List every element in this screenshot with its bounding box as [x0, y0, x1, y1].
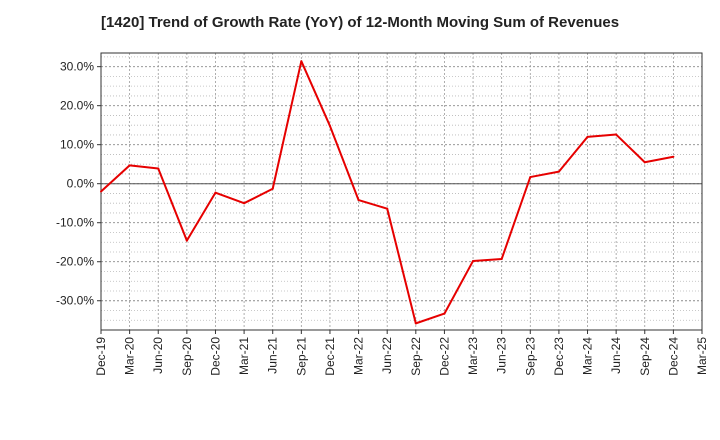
x-tick-label: Dec-21	[323, 337, 337, 376]
x-tick-label: Dec-24	[666, 337, 680, 376]
data-point	[615, 133, 618, 136]
x-tick-label: Mar-22	[352, 337, 366, 375]
data-point	[157, 167, 160, 170]
x-tick-label: Sep-23	[523, 337, 537, 376]
data-point	[357, 199, 360, 202]
data-point	[557, 170, 560, 173]
data-point	[529, 176, 532, 179]
x-tick-label: Jun-23	[495, 337, 509, 374]
y-tick-label: 30.0%	[60, 60, 94, 74]
data-point	[300, 60, 303, 63]
x-tick-label: Jun-21	[266, 337, 280, 374]
data-point	[472, 259, 475, 262]
x-tick-label: Sep-21	[294, 337, 308, 376]
y-tick-label: 20.0%	[60, 99, 94, 113]
data-point	[128, 164, 131, 167]
x-tick-label: Mar-23	[466, 337, 480, 375]
x-tick-label: Jun-24	[609, 337, 623, 374]
y-tick-label: -10.0%	[56, 216, 94, 230]
data-point	[414, 322, 417, 325]
data-point	[386, 207, 389, 210]
x-tick-label: Mar-24	[581, 337, 595, 375]
data-point	[243, 202, 246, 205]
x-tick-label: Dec-19	[94, 337, 108, 376]
data-point	[672, 155, 675, 158]
plot-background	[101, 53, 702, 330]
x-tick-label: Mar-20	[123, 337, 137, 375]
data-point	[586, 135, 589, 138]
x-tick-label: Mar-25	[695, 337, 709, 375]
x-tick-label: Dec-20	[208, 337, 222, 376]
x-tick-label: Mar-21	[237, 337, 251, 375]
x-tick-label: Dec-22	[437, 337, 451, 376]
y-tick-label: 10.0%	[60, 138, 94, 152]
y-tick-label: -20.0%	[56, 255, 94, 269]
data-point	[214, 191, 217, 194]
data-point	[500, 257, 503, 260]
chart-title: [1420] Trend of Growth Rate (YoY) of 12-…	[100, 14, 620, 31]
data-point	[643, 161, 646, 164]
x-tick-label: Jun-20	[151, 337, 165, 374]
x-tick-label: Dec-23	[552, 337, 566, 376]
x-tick-label: Sep-24	[638, 337, 652, 376]
data-point	[185, 239, 188, 242]
data-point	[100, 190, 102, 193]
data-point	[328, 124, 331, 127]
data-point	[271, 187, 274, 190]
x-tick-label: Sep-20	[180, 337, 194, 376]
data-point	[443, 312, 446, 315]
y-tick-label: 0.0%	[67, 177, 95, 191]
x-tick-label: Jun-22	[380, 337, 394, 374]
y-tick-label: -30.0%	[56, 294, 94, 308]
x-tick-label: Sep-22	[409, 337, 423, 376]
